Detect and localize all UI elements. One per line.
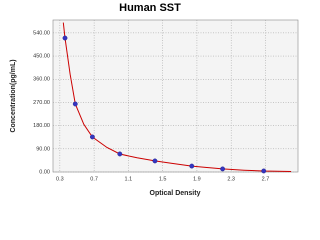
page: Human SST Optical Density Concentration(… xyxy=(9,1,299,197)
y-tick-label: 450.00 xyxy=(33,54,50,60)
x-tick-label: 1.9 xyxy=(193,176,201,182)
y-axis-label: Concentration(pg/mL) xyxy=(10,59,17,132)
data-point xyxy=(152,158,158,164)
x-tick-label: 2.3 xyxy=(227,176,235,182)
chart: Human SST Optical Density Concentration(… xyxy=(10,2,299,197)
data-point xyxy=(90,134,95,140)
y-tick-label: 270.00 xyxy=(33,100,50,106)
data-point xyxy=(72,101,78,107)
x-tick-label: 0.7 xyxy=(90,176,98,182)
fit-curve xyxy=(62,22,292,172)
y-tick-label: 540.00 xyxy=(33,30,50,36)
y-tick-label: 0.00 xyxy=(39,169,50,175)
y-tick-label: 360.00 xyxy=(33,77,50,83)
data-point xyxy=(189,163,195,169)
data-point xyxy=(62,35,68,41)
y-tick-label: 90.00 xyxy=(36,146,50,152)
plot-area xyxy=(52,19,299,173)
x-tick-label: 1.5 xyxy=(159,176,167,182)
data-point xyxy=(261,168,267,174)
x-tick-label: 2.7 xyxy=(262,176,270,182)
x-tick-label: 0.3 xyxy=(56,176,64,182)
y-tick-label: 180.00 xyxy=(33,123,50,129)
x-axis-label: Optical Density xyxy=(150,190,201,197)
x-tick-label: 1.1 xyxy=(125,176,133,182)
data-point xyxy=(220,166,226,172)
data-point xyxy=(117,151,123,157)
chart-title: Human SST xyxy=(119,2,181,14)
